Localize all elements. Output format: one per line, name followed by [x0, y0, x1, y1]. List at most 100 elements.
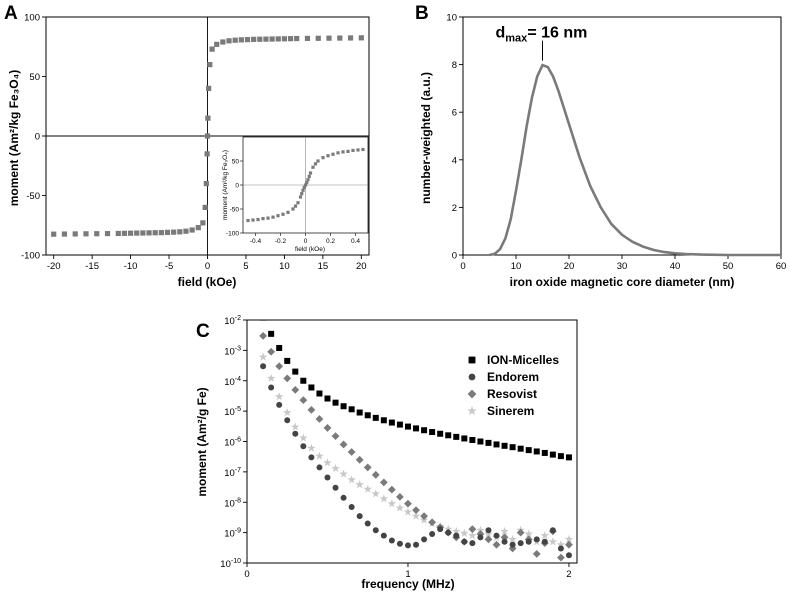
inset-point — [296, 201, 300, 205]
data-point — [276, 401, 283, 408]
data-point — [541, 449, 548, 456]
x-tick-label: 1 — [405, 569, 410, 580]
data-point — [379, 494, 389, 503]
series-ion-micelles — [260, 320, 572, 461]
inset-point — [256, 217, 260, 222]
data-point — [396, 493, 404, 501]
data-point — [421, 536, 428, 543]
data-point — [476, 525, 485, 534]
data-point — [533, 448, 540, 455]
y-tick-base: 10 — [224, 316, 235, 327]
inset-x-tick-label: -0.4 — [250, 238, 262, 245]
data-point — [260, 320, 267, 321]
data-point — [331, 463, 340, 473]
inset-point — [305, 181, 309, 185]
data-point — [404, 499, 412, 508]
data-point — [363, 484, 373, 493]
inset-point — [303, 183, 308, 187]
y-tick-base: 10 — [224, 529, 235, 540]
data-point — [460, 528, 469, 537]
data-point — [282, 408, 292, 417]
magnetization-point — [183, 228, 189, 234]
magnetization-point — [251, 36, 257, 42]
magnetization-point — [134, 230, 140, 236]
data-point — [332, 399, 339, 406]
magnetization-point — [269, 36, 275, 42]
inset-point — [316, 159, 320, 163]
panel-b-letter: B — [415, 3, 429, 24]
inset-point — [361, 147, 365, 152]
data-point — [468, 525, 477, 534]
data-point — [387, 499, 397, 508]
series-endorem — [260, 363, 572, 559]
data-point — [283, 374, 292, 383]
y-tick-exponent: -2 — [235, 315, 241, 322]
magnetization-point — [200, 220, 206, 226]
data-point — [429, 531, 436, 538]
y-tick-label: 0 — [35, 132, 40, 143]
data-point — [469, 437, 476, 444]
inset-point — [301, 188, 305, 192]
data-point — [332, 484, 339, 491]
panel-a-x-label: field (kOe) — [178, 275, 237, 289]
data-point — [331, 432, 340, 441]
data-point — [501, 442, 508, 449]
x-tick-label: 0 — [205, 261, 210, 272]
data-point — [421, 427, 428, 434]
data-point — [308, 384, 315, 391]
magnetization-point — [203, 181, 209, 187]
magnetization-point — [206, 85, 212, 91]
data-point — [485, 439, 492, 446]
data-point — [428, 518, 437, 527]
inset-y-tick-label: 0 — [235, 182, 239, 189]
data-point — [500, 526, 509, 536]
inset-point — [281, 212, 285, 216]
data-point — [324, 474, 331, 481]
magnetization-point — [315, 35, 321, 41]
data-point — [388, 419, 395, 426]
data-point — [323, 458, 332, 467]
magnetization-point — [171, 229, 177, 235]
inset-point — [246, 218, 250, 223]
inset-y-label: moment (Am²/kg Fe₃O₄) — [222, 150, 229, 220]
data-point — [274, 392, 284, 401]
data-point — [556, 540, 566, 549]
data-point — [292, 430, 299, 437]
inset-point — [313, 162, 318, 166]
data-point — [348, 406, 355, 413]
data-point — [315, 415, 324, 423]
x-tick-label: 20 — [356, 261, 367, 272]
x-tick-label: 0 — [244, 569, 249, 580]
data-point — [461, 435, 468, 442]
y-tick-label: -50 — [26, 191, 40, 202]
data-point — [411, 511, 421, 520]
data-point — [403, 507, 413, 516]
data-point — [453, 433, 460, 440]
data-point — [404, 423, 411, 430]
magnetization-point — [263, 36, 269, 42]
inset-y-tick-label: 50 — [232, 158, 240, 165]
inset-point — [321, 156, 325, 160]
magnetization-point — [244, 37, 251, 43]
inset-point — [300, 192, 304, 196]
data-point — [501, 538, 508, 545]
magnetization-point — [195, 225, 201, 231]
size-distribution-curve — [489, 63, 781, 257]
data-point — [565, 540, 573, 549]
inset-point — [276, 214, 280, 218]
inset-y-tick-label: -100 — [226, 230, 239, 237]
data-point — [429, 429, 436, 436]
magnetization-point — [83, 231, 89, 237]
inset-point — [271, 215, 275, 219]
magnetization-point — [152, 230, 158, 236]
data-point — [364, 412, 371, 419]
data-point — [404, 542, 411, 549]
data-point — [445, 432, 452, 439]
data-point — [565, 454, 572, 461]
data-point — [339, 469, 348, 478]
data-point — [493, 441, 500, 448]
y-tick-base: 10 — [224, 407, 235, 418]
data-point — [299, 433, 308, 442]
y-tick-label: 10-6 — [224, 437, 241, 449]
